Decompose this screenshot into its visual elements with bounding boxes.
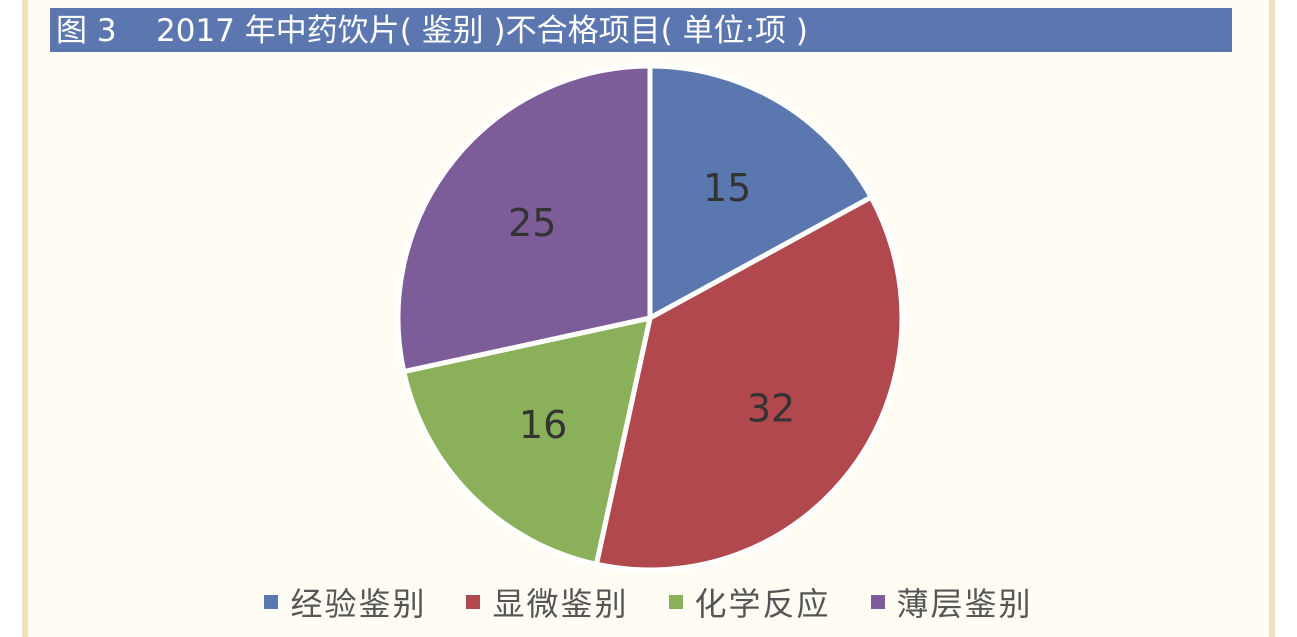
legend-swatch-icon <box>264 595 279 609</box>
pie-slice-4 <box>395 63 653 375</box>
data-label-4: 25 <box>508 201 556 245</box>
legend: 经验鉴别 显微鉴别 化学反应 薄层鉴别 <box>0 580 1297 624</box>
legend-item-4: 薄层鉴别 <box>870 579 1033 625</box>
title-bar <box>50 8 1232 52</box>
legend-swatch-icon <box>668 595 683 609</box>
legend-label: 显微鉴别 <box>492 585 629 623</box>
legend-label: 化学反应 <box>694 585 831 623</box>
pie-slice-3 <box>401 315 653 567</box>
data-label-2: 32 <box>747 387 795 431</box>
legend-item-1: 经验鉴别 <box>264 579 426 625</box>
chart-title: 图 3 2017 年中药饮片( 鉴别 )不合格项目( 单位:项 ) <box>56 13 808 49</box>
legend-label: 经验鉴别 <box>290 585 427 623</box>
legend-swatch-icon <box>870 595 885 609</box>
data-label-1: 15 <box>703 166 751 210</box>
pie-slice-1 <box>647 63 874 321</box>
legend-item-2: 显微鉴别 <box>466 579 628 625</box>
legend-item-3: 化学反应 <box>668 579 831 625</box>
pie-slice-2 <box>593 194 905 573</box>
legend-swatch-icon <box>466 595 481 609</box>
data-label-3: 16 <box>519 403 567 447</box>
legend-label: 薄层鉴别 <box>896 585 1033 623</box>
